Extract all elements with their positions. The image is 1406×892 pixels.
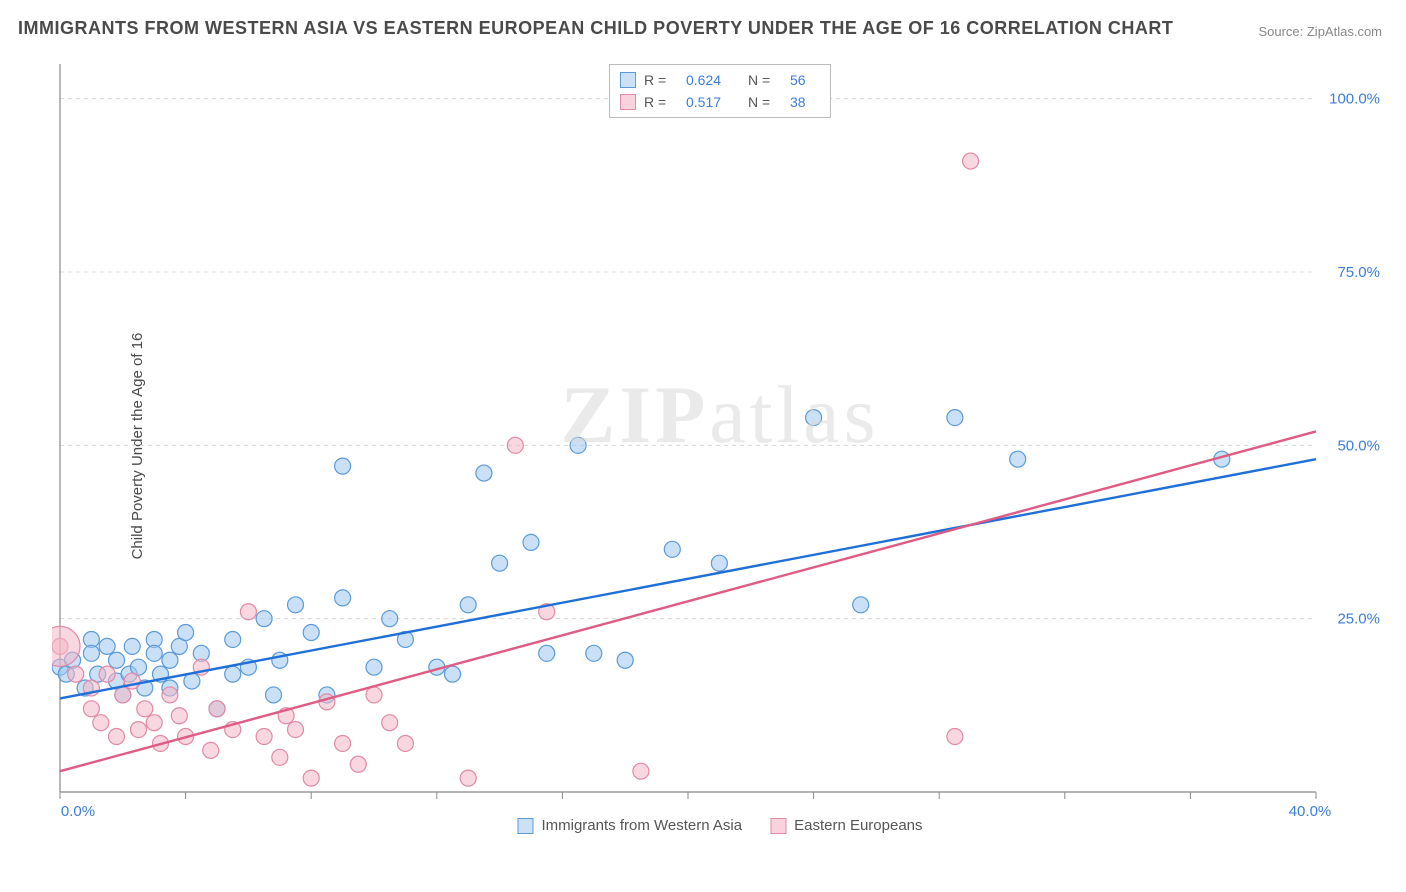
r-value-b: 0.517 (686, 94, 740, 110)
svg-text:40.0%: 40.0% (1289, 803, 1332, 820)
svg-text:25.0%: 25.0% (1337, 611, 1380, 628)
n-value-b: 38 (790, 94, 820, 110)
legend-row-b: R = 0.517 N = 38 (620, 91, 820, 113)
scatter-plot: ZIPatlas R = 0.624 N = 56 R = 0.517 N = … (52, 56, 1388, 836)
legend-row-a: R = 0.624 N = 56 (620, 69, 820, 91)
r-value-a: 0.624 (686, 72, 740, 88)
svg-text:100.0%: 100.0% (1329, 91, 1380, 108)
legend-item-a: Immigrants from Western Asia (517, 817, 742, 834)
svg-text:75.0%: 75.0% (1337, 264, 1380, 281)
n-label: N = (748, 94, 782, 110)
svg-text:50.0%: 50.0% (1337, 437, 1380, 454)
source-attribution: Source: ZipAtlas.com (1258, 24, 1382, 39)
swatch-b-icon (770, 818, 786, 834)
series-legend: Immigrants from Western Asia Eastern Eur… (517, 817, 922, 834)
legend-label-a: Immigrants from Western Asia (541, 817, 742, 834)
chart-canvas: 25.0% 50.0% 75.0% 100.0% 0.0% 40.0% (52, 56, 1388, 836)
n-value-a: 56 (790, 72, 820, 88)
svg-text:0.0%: 0.0% (61, 803, 95, 820)
chart-title: IMMIGRANTS FROM WESTERN ASIA VS EASTERN … (18, 18, 1173, 39)
correlation-legend: R = 0.624 N = 56 R = 0.517 N = 38 (609, 64, 831, 118)
legend-label-b: Eastern Europeans (794, 817, 922, 834)
legend-item-b: Eastern Europeans (770, 817, 922, 834)
r-label: R = (644, 94, 678, 110)
swatch-a-icon (517, 818, 533, 834)
swatch-series-a (620, 72, 636, 88)
r-label: R = (644, 72, 678, 88)
n-label: N = (748, 72, 782, 88)
swatch-series-b (620, 94, 636, 110)
